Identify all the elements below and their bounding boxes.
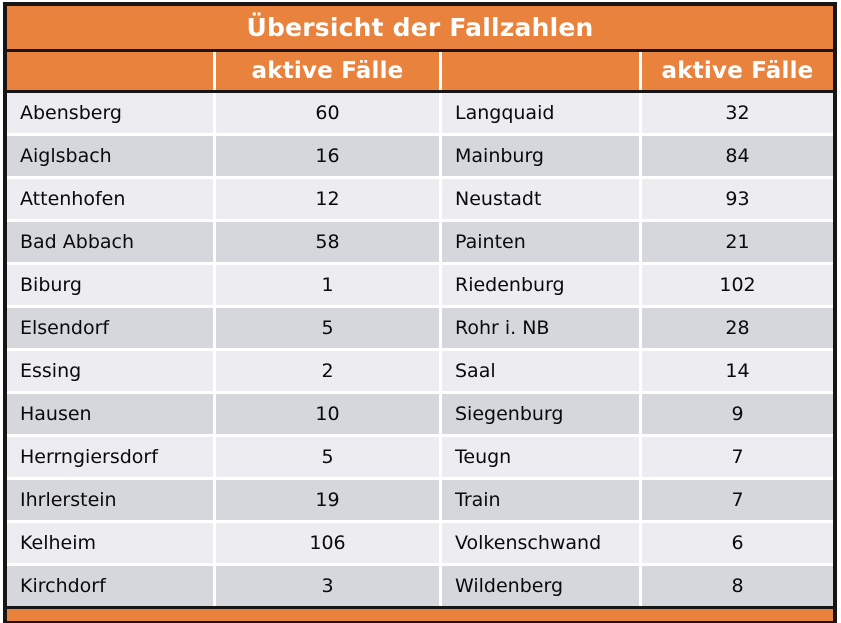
table-header-row: aktive Fälle aktive Fälle bbox=[7, 52, 833, 93]
municipality-cell: Siegenburg bbox=[442, 394, 639, 434]
cases-overview-table: Übersicht der Fallzahlen aktive Fälle ak… bbox=[3, 2, 837, 623]
header-cell-active-cases-right: aktive Fälle bbox=[642, 52, 833, 90]
cases-cell: 106 bbox=[216, 523, 439, 563]
municipality-cell: Abensberg bbox=[7, 93, 213, 133]
cases-cell: 10 bbox=[216, 394, 439, 434]
municipality-cell: Wildenberg bbox=[442, 566, 639, 606]
municipality-cell: Kirchdorf bbox=[7, 566, 213, 606]
cases-cell: 8 bbox=[642, 566, 833, 606]
municipality-cell: Attenhofen bbox=[7, 179, 213, 219]
header-cell-municipality-left bbox=[7, 52, 213, 90]
municipality-cell: Mainburg bbox=[442, 136, 639, 176]
municipality-cell: Hausen bbox=[7, 394, 213, 434]
cases-cell: 60 bbox=[216, 93, 439, 133]
municipality-cell: Kelheim bbox=[7, 523, 213, 563]
header-cell-active-cases-left: aktive Fälle bbox=[216, 52, 439, 90]
municipality-cell: Saal bbox=[442, 351, 639, 391]
municipality-cell: Langquaid bbox=[442, 93, 639, 133]
cases-cell: 5 bbox=[216, 437, 439, 477]
municipality-cell: Aiglsbach bbox=[7, 136, 213, 176]
cases-cell: 28 bbox=[642, 308, 833, 348]
municipality-cell: Train bbox=[442, 480, 639, 520]
cases-cell: 12 bbox=[216, 179, 439, 219]
municipality-cell: Rohr i. NB bbox=[442, 308, 639, 348]
cases-cell: 58 bbox=[216, 222, 439, 262]
municipality-cell: Ihrlerstein bbox=[7, 480, 213, 520]
cases-cell: 16 bbox=[216, 136, 439, 176]
cases-cell: 102 bbox=[642, 265, 833, 305]
cases-cell: 93 bbox=[642, 179, 833, 219]
cases-cell: 1 bbox=[216, 265, 439, 305]
municipality-cell: Neustadt bbox=[442, 179, 639, 219]
cases-cell: 6 bbox=[642, 523, 833, 563]
cases-cell: 14 bbox=[642, 351, 833, 391]
municipality-cell: Elsendorf bbox=[7, 308, 213, 348]
municipality-cell: Essing bbox=[7, 351, 213, 391]
municipality-cell: Painten bbox=[442, 222, 639, 262]
municipality-cell: Biburg bbox=[7, 265, 213, 305]
cases-cell: 9 bbox=[642, 394, 833, 434]
cases-cell: 3 bbox=[216, 566, 439, 606]
municipality-cell: Herrngiersdorf bbox=[7, 437, 213, 477]
municipality-cell: Teugn bbox=[442, 437, 639, 477]
cases-cell: 2 bbox=[216, 351, 439, 391]
cases-cell: 84 bbox=[642, 136, 833, 176]
cases-cell: 21 bbox=[642, 222, 833, 262]
cases-cell: 7 bbox=[642, 437, 833, 477]
municipality-cell: Riedenburg bbox=[442, 265, 639, 305]
cases-cell: 32 bbox=[642, 93, 833, 133]
table-title: Übersicht der Fallzahlen bbox=[7, 6, 833, 52]
cases-cell: 19 bbox=[216, 480, 439, 520]
next-row-strip bbox=[7, 609, 833, 621]
header-cell-municipality-right bbox=[442, 52, 639, 90]
municipality-cell: Volkenschwand bbox=[442, 523, 639, 563]
cases-cell: 5 bbox=[216, 308, 439, 348]
cases-cell: 7 bbox=[642, 480, 833, 520]
table-body: Abensberg 60 Langquaid 32 Aiglsbach 16 M… bbox=[7, 93, 833, 609]
municipality-cell: Bad Abbach bbox=[7, 222, 213, 262]
